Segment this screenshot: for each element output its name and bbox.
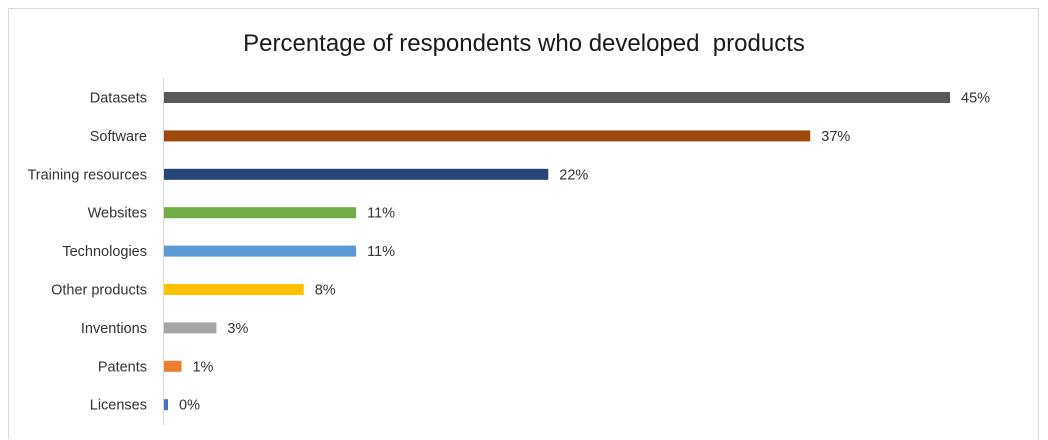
value-label-datasets: 45% [961, 91, 990, 107]
value-label-patents: 1% [192, 359, 213, 375]
value-label-other-products: 8% [315, 283, 336, 299]
category-label-inventions: Inventions [81, 321, 147, 337]
value-label-inventions: 3% [227, 321, 248, 337]
bar-websites [164, 207, 357, 219]
bar-inventions [164, 322, 217, 334]
bar-patents [164, 360, 182, 372]
bar-technologies [164, 245, 357, 257]
category-label-patents: Patents [98, 359, 147, 375]
value-label-licenses: 0% [179, 398, 200, 414]
category-label-technologies: Technologies [62, 244, 147, 260]
chart-title: Percentage of respondents who developed … [243, 30, 805, 57]
bar-training-resources [164, 168, 549, 180]
category-label-datasets: Datasets [90, 91, 147, 107]
value-label-technologies: 11% [367, 244, 395, 260]
category-label-other-products: Other products [51, 283, 147, 299]
bar-datasets [164, 92, 950, 103]
bar-licenses [164, 399, 168, 411]
value-label-software: 37% [821, 129, 850, 145]
category-label-licenses: Licenses [90, 398, 147, 414]
category-label-software: Software [90, 129, 147, 145]
bar-software [164, 130, 811, 142]
bars-group: Datasets 45% Software 37% Training resources… [27, 91, 990, 414]
value-label-training-resources: 22% [559, 167, 588, 183]
category-label-websites: Websites [88, 206, 147, 222]
value-label-websites: 11% [367, 206, 395, 222]
bar-other-products [164, 284, 304, 295]
category-label-training-resources: Training resources [27, 167, 147, 183]
